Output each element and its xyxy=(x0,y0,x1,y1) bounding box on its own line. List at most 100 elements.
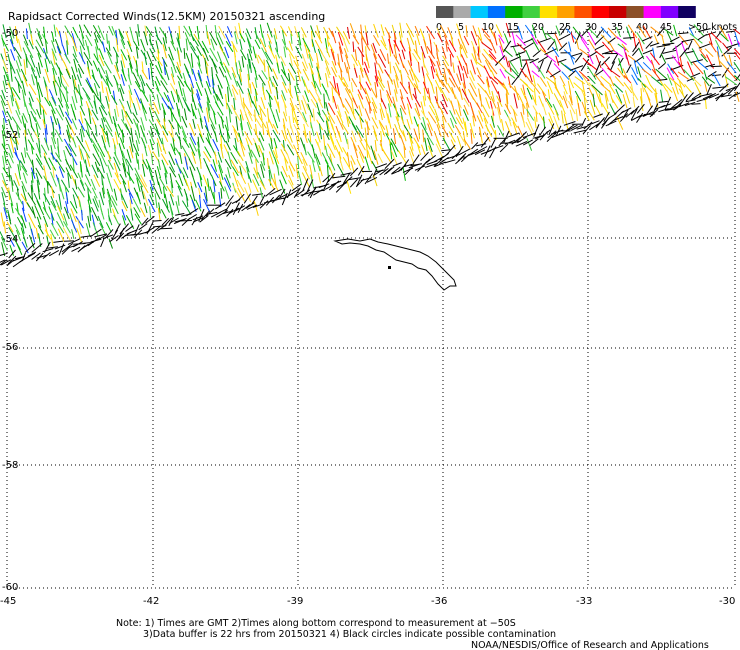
legend-swatch xyxy=(591,6,610,18)
wind-vector xyxy=(6,221,14,233)
wind-vector xyxy=(69,200,78,214)
wind-vector xyxy=(28,91,34,103)
wind-vector xyxy=(638,38,644,52)
wind-vector xyxy=(287,26,293,37)
wind-vector xyxy=(267,158,270,169)
wind-vector xyxy=(645,40,653,49)
wind-vector xyxy=(427,111,437,124)
wind-vector xyxy=(217,160,224,174)
wind-vector xyxy=(522,103,525,115)
wind-vector xyxy=(704,81,708,92)
wind-vector xyxy=(678,102,690,108)
wind-vector xyxy=(63,221,71,234)
wind-vector xyxy=(202,174,209,188)
wind-vector xyxy=(87,67,92,80)
wind-vector xyxy=(21,222,25,234)
wind-vector xyxy=(373,108,377,120)
wind-vector xyxy=(225,140,231,151)
wind-vector xyxy=(272,114,279,129)
wind-vector xyxy=(97,67,103,79)
wind-vector xyxy=(134,213,142,225)
wind-vector xyxy=(609,76,615,87)
wind-vector xyxy=(85,152,91,167)
wind-vector xyxy=(310,25,316,38)
wind-vector xyxy=(470,129,473,144)
wind-vector xyxy=(126,149,132,163)
wind-vector xyxy=(126,48,132,60)
wind-vector xyxy=(214,151,218,165)
wind-vector xyxy=(9,26,15,39)
wind-vector xyxy=(689,33,703,44)
wind-vector xyxy=(685,50,695,54)
wind-vector xyxy=(25,242,36,253)
wind-vector xyxy=(239,141,245,157)
wind-vector xyxy=(460,54,468,67)
wind-vector xyxy=(715,27,725,39)
wind-vector xyxy=(287,68,295,81)
wind-vector xyxy=(253,66,258,81)
wind-vector xyxy=(281,38,288,51)
legend-label: 10 xyxy=(482,22,494,33)
wind-vector xyxy=(188,74,195,89)
wind-vector xyxy=(435,73,445,88)
wind-vector xyxy=(186,207,199,217)
wind-vector xyxy=(485,124,493,137)
wind-vector xyxy=(237,150,244,162)
wind-vector xyxy=(111,200,119,215)
wind-vector xyxy=(607,67,621,78)
wind-vector xyxy=(623,37,635,39)
wind-vector xyxy=(181,130,187,142)
wind-vector xyxy=(211,74,215,86)
wind-vector xyxy=(570,32,575,43)
wind-vector xyxy=(443,34,449,46)
wind-vector xyxy=(293,123,301,136)
wind-vector xyxy=(197,108,203,123)
wind-vector xyxy=(501,119,505,131)
wind-vector xyxy=(724,76,738,86)
wind-vector xyxy=(554,33,563,48)
wind-vector xyxy=(268,93,272,108)
wind-vector xyxy=(327,155,336,171)
wind-vector xyxy=(73,58,78,73)
wind-vector xyxy=(133,88,142,104)
wind-vector xyxy=(627,24,638,39)
wind-vector xyxy=(400,105,407,115)
wind-vector xyxy=(457,153,467,162)
wind-vector xyxy=(726,61,737,74)
wind-vector xyxy=(610,61,616,71)
wind-vector xyxy=(99,91,102,102)
wind-vector xyxy=(288,62,297,75)
wind-vector xyxy=(191,172,197,188)
wind-vector xyxy=(352,34,360,45)
wind-vector xyxy=(429,58,436,73)
wind-vector xyxy=(244,131,253,146)
wind-vector xyxy=(297,157,300,169)
wind-vector xyxy=(659,80,668,92)
wind-vector xyxy=(242,101,253,116)
wind-vector xyxy=(385,125,389,136)
wind-vector xyxy=(141,81,145,94)
wind-vector xyxy=(65,167,72,180)
wind-vector xyxy=(108,25,114,36)
wind-vector xyxy=(6,158,12,169)
wind-vector xyxy=(347,26,350,39)
wind-vector xyxy=(111,229,119,240)
wind-vector xyxy=(524,74,533,85)
wind-vector xyxy=(77,68,82,79)
wind-vector xyxy=(269,188,282,196)
wind-vector xyxy=(155,56,163,67)
wind-vector xyxy=(273,138,278,149)
wind-vector xyxy=(225,116,229,132)
wind-vector xyxy=(97,234,107,241)
wind-vector xyxy=(366,176,378,183)
wind-vector xyxy=(190,46,200,61)
wind-vector xyxy=(342,156,352,171)
wind-vector xyxy=(632,33,637,49)
wind-vector xyxy=(260,164,265,179)
wind-vector xyxy=(106,191,113,208)
wind-vector xyxy=(421,66,425,78)
wind-vector xyxy=(169,205,174,220)
wind-vector xyxy=(698,28,711,32)
wind-vector xyxy=(288,73,291,86)
wind-vector xyxy=(293,60,302,74)
